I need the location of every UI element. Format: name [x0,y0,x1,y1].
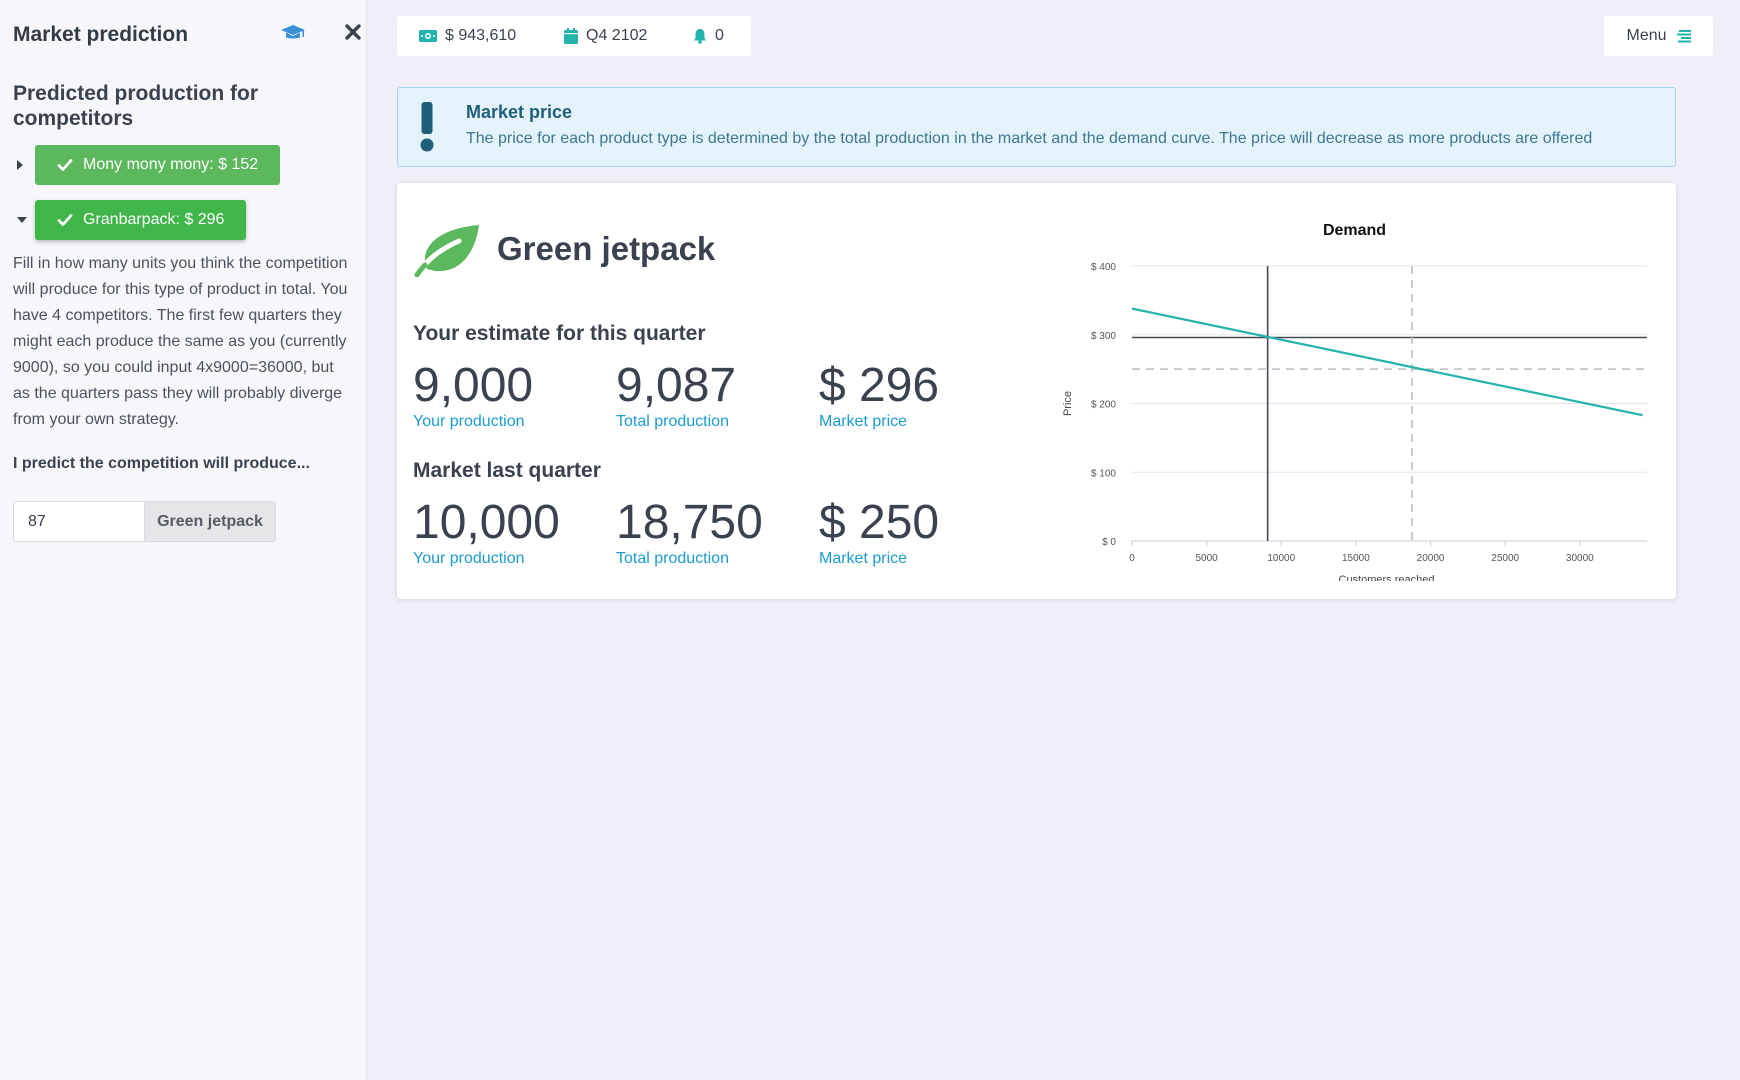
x-tick-label: 30000 [1566,553,1594,564]
x-tick-label: 10000 [1267,553,1295,564]
product-name: Green jetpack [497,230,716,267]
metric-label: Total production [616,550,729,567]
predict-label: I predict the competition will produce..… [13,455,310,472]
estimate-metrics: 9,000 Your production 9,087 Total produc… [413,360,1022,431]
last-quarter-title: Market last quarter [413,459,601,482]
metric-value: 9,087 [616,359,737,412]
chart-title: Demand [1323,222,1386,239]
y-tick-label: $ 0 [1102,537,1116,548]
calendar-icon [564,28,578,44]
competitor-label: Mony mony mony: $ 152 [83,156,259,173]
competitor-row: Granbarpack: $ 296 [13,200,353,240]
check-icon [57,159,73,171]
metric: 9,000 Your production [413,360,616,431]
money-value: $ 943,610 [445,27,517,44]
y-tick-label: $ 400 [1091,262,1116,273]
last-quarter-metrics: 10,000 Your production 18,750 Total prod… [413,497,1022,568]
sidebar-header: Market prediction [13,0,361,70]
prediction-input-group: Green jetpack [13,501,353,542]
alert-title: Market price [466,102,573,122]
help-text: Fill in how many units you think the com… [13,255,348,428]
quarter-stat: Q4 2102 [564,27,693,45]
competitor-button-mony[interactable]: Mony mony mony: $ 152 [35,145,281,185]
metric: $ 250 Market price [819,497,1022,568]
close-icon[interactable] [344,22,362,42]
bell-icon [694,29,706,44]
sidebar: Market prediction Predicted production f… [0,0,367,1080]
money-stat: $ 943,610 [419,27,564,45]
metric: 9,087 Total production [616,360,819,431]
notifications-count: 0 [715,27,724,44]
alert-text: The price for each product type is deter… [466,130,1593,147]
x-axis-label: Customers reached [1339,574,1435,581]
metric: 18,750 Total production [616,497,819,568]
metric-label: Your production [413,550,525,567]
leaf-icon [414,225,479,277]
y-tick-label: $ 300 [1091,331,1116,342]
metric-label: Total production [616,413,729,430]
prediction-unit-addon: Green jetpack [144,501,276,542]
y-tick-label: $ 200 [1091,400,1116,411]
sidebar-subtitle: Predicted production for competitors [13,82,259,130]
x-tick-label: 0 [1129,553,1135,564]
menu-button[interactable]: Menu [1604,16,1713,56]
estimate-title: Your estimate for this quarter [413,322,706,345]
menu-lines-icon [1676,30,1691,43]
metric-label: Market price [819,550,908,567]
demand-chart: Demand $ 0 $ 100 $ 200 $ 300 $ 400 0 5000 10000 1… [1052,201,1662,586]
caret-down-icon[interactable] [13,217,35,223]
sidebar-title: Market prediction [13,23,189,46]
metric-value: $ 296 [819,359,940,412]
metric-label: Market price [819,413,908,430]
notifications-stat[interactable]: 0 [693,27,724,45]
graduation-cap-icon[interactable] [281,23,305,43]
metric-label: Your production [413,413,525,430]
competitor-button-granbarpack[interactable]: Granbarpack: $ 296 [35,200,247,240]
metric-value: 10,000 [413,496,560,549]
money-icon [419,30,437,42]
competitor-label: Granbarpack: $ 296 [83,211,225,228]
y-tick-label: $ 100 [1091,468,1116,479]
check-icon [57,214,73,226]
x-tick-label: 20000 [1417,553,1445,564]
caret-right-icon[interactable] [13,160,35,170]
metric: 10,000 Your production [413,497,616,568]
demand-chart-svg: Demand $ 0 $ 100 $ 200 $ 300 $ 400 0 5000 10000 1… [1062,222,1647,586]
prediction-input[interactable] [13,501,144,542]
y-axis-label: Price [1062,391,1074,416]
stats-bar: $ 943,610 Q4 2102 0 [397,16,751,56]
demand-curve [1131,307,1643,417]
metric-value: 18,750 [616,496,763,549]
x-tick-label: 15000 [1342,553,1370,564]
metric-value: 9,000 [413,359,534,412]
info-alert: Market price The price for each product … [397,87,1676,167]
metric: $ 296 Market price [819,360,1022,431]
metric-value: $ 250 [819,496,940,549]
x-tick-label: 25000 [1491,553,1519,564]
product-card: Green jetpack Your estimate for this qua… [397,183,1676,599]
product-header: Green jetpack [413,221,715,277]
quarter-value: Q4 2102 [586,27,648,44]
exclamation-icon [420,102,434,152]
x-tick-label: 5000 [1196,553,1219,564]
competitor-row: Mony mony mony: $ 152 [13,145,353,185]
menu-label: Menu [1626,27,1667,44]
